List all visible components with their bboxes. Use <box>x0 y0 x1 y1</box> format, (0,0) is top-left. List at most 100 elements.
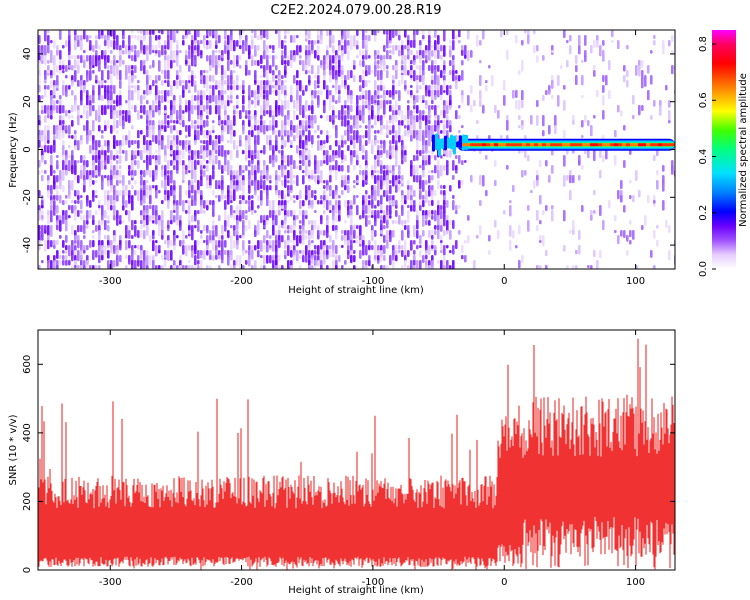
spectrogram-cell <box>287 200 290 204</box>
spectrogram-cell <box>143 230 146 237</box>
spectrogram-cell <box>206 225 209 232</box>
spectrogram-cell <box>329 155 332 163</box>
spectrogram-cell <box>80 85 83 91</box>
spectrogram-cell <box>179 185 182 197</box>
spectrogram-cell <box>245 210 248 214</box>
spectrogram-cell <box>167 60 170 72</box>
spectrogram-cell <box>335 215 338 223</box>
spectrogram-cell <box>380 265 383 269</box>
spectrogram-cell <box>317 180 320 185</box>
spectrogram-cell <box>353 165 356 171</box>
spectrogram-cell <box>50 55 53 64</box>
spectrogram-cell <box>365 205 368 215</box>
spectrogram-cell <box>467 215 470 221</box>
spectrogram-cell <box>287 230 290 234</box>
spectrogram-cell <box>290 55 293 61</box>
spectrogram-cell <box>347 40 350 47</box>
spectrogram-cell <box>332 165 335 171</box>
spectrogram-cell <box>137 85 140 92</box>
spectrogram-cell <box>569 45 572 55</box>
spectrogram-cell <box>194 175 197 184</box>
x-tick-label: -200 <box>230 276 253 287</box>
signal-core <box>574 143 579 147</box>
spectrogram-cell <box>254 60 257 66</box>
spectrogram-cell <box>200 130 203 136</box>
spectrogram-cell <box>599 170 602 179</box>
spectrogram-cell <box>332 265 335 269</box>
spectrogram-cell <box>110 60 113 65</box>
spectrogram-cell <box>155 35 158 41</box>
spectrogram-cell <box>446 230 449 235</box>
spectrogram-cell <box>62 70 65 74</box>
spectrogram-cell <box>281 40 284 50</box>
spectrogram-cell <box>182 90 185 98</box>
spectrogram-cell <box>143 35 146 42</box>
spectrogram-cell <box>383 45 386 53</box>
spectrogram-cell <box>287 190 290 194</box>
spectrogram-cell <box>374 170 377 174</box>
spectrogram-cell <box>566 265 569 269</box>
colorbar-tick-label: 0.2 <box>698 205 709 221</box>
spectrogram-cell <box>275 105 278 111</box>
y-tick-label: 0 <box>22 567 33 573</box>
spectrogram-cell <box>548 90 551 95</box>
spectrogram-cell <box>269 180 272 184</box>
spectrogram-cell <box>131 30 134 34</box>
spectrogram-cell <box>200 205 203 214</box>
spectrogram-cell <box>38 190 41 197</box>
spectrogram-cell <box>161 70 164 75</box>
spectrogram-cell <box>515 245 518 249</box>
spectrogram-cell <box>626 45 629 50</box>
spectrogram-cell <box>149 65 152 69</box>
spectrogram-cell <box>230 60 233 65</box>
spectrogram-cell <box>578 245 581 255</box>
spectrogram-cell <box>308 105 311 111</box>
spectrogram-cell <box>116 215 119 226</box>
spectrogram-cell <box>218 145 221 152</box>
spectrogram-cell <box>335 190 338 196</box>
spectrogram-cell <box>323 140 326 145</box>
spectrogram-cell <box>524 30 527 34</box>
spectrogram-cell <box>284 90 287 97</box>
spectrogram-cell <box>644 215 647 226</box>
spectrogram-cell <box>386 195 389 202</box>
spectrogram-cell <box>257 60 260 67</box>
spectrogram-cell <box>347 255 350 259</box>
spectrogram-cell <box>104 160 107 166</box>
spectrogram-cell <box>74 245 77 252</box>
spectrogram-cell <box>131 150 134 157</box>
spectrogram-cell <box>38 160 41 168</box>
spectrogram-cell <box>323 230 326 236</box>
spectrogram-cell <box>53 55 56 67</box>
spectrogram-cell <box>194 265 197 269</box>
spectrogram-cell <box>461 95 464 104</box>
spectrogram-cell <box>305 35 308 40</box>
spectrogram-cell <box>182 145 185 150</box>
spectrogram-cell <box>188 190 191 199</box>
spectrogram-cell <box>275 65 278 71</box>
spectrogram-cell <box>248 50 251 56</box>
spectrogram-cell <box>347 45 350 50</box>
spectrogram-cell <box>362 155 365 160</box>
spectrogram-cell <box>344 185 347 191</box>
spectrogram-cell <box>386 155 389 159</box>
spectrogram-cell <box>272 115 275 126</box>
spectrogram-cell <box>509 205 512 217</box>
spectrogram-cell <box>242 250 245 256</box>
spectrogram-cell <box>293 125 296 133</box>
spectrogram-cell <box>359 225 362 237</box>
spectrogram-cell <box>416 155 419 161</box>
spectrogram-cell <box>587 120 590 127</box>
spectrogram-cell <box>401 265 404 269</box>
spectrogram-cell <box>581 60 584 64</box>
spectrogram-cell <box>110 110 113 120</box>
spectrogram-cell <box>143 260 146 269</box>
spectrogram-cell <box>77 115 80 126</box>
spectrogram-cell <box>212 50 215 62</box>
spectrogram-cell <box>116 130 119 135</box>
spectrogram-cell <box>164 175 167 181</box>
spectrogram-cell <box>98 245 101 257</box>
signal-core <box>590 143 595 147</box>
y-tick-label: 20 <box>22 95 33 108</box>
spectrogram-cell <box>455 110 458 120</box>
